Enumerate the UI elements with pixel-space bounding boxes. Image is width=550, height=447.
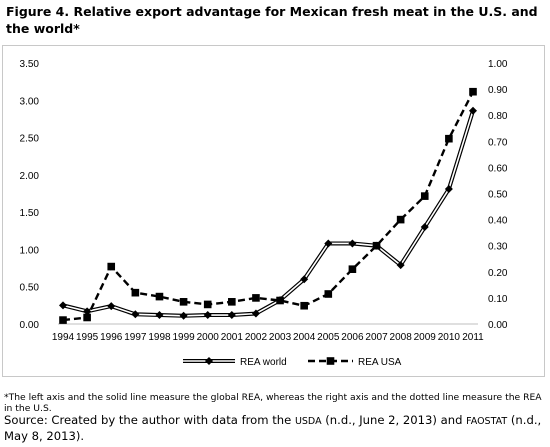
data-point-rea-usa	[155, 292, 164, 301]
y-left-tick-label: 2.00	[20, 171, 40, 182]
data-point-rea-usa	[300, 301, 308, 310]
data-point-rea-world	[59, 301, 67, 310]
x-tick-label: 2005	[317, 332, 340, 343]
data-point-rea-usa	[179, 298, 188, 306]
x-tick-label: 2008	[390, 332, 413, 343]
x-tick-label: 2006	[341, 332, 364, 343]
data-point-rea-world	[324, 239, 333, 248]
data-point-rea-usa	[396, 215, 405, 224]
x-tick-label: 1994	[52, 332, 75, 343]
data-point-rea-usa	[445, 134, 453, 143]
source-faostat: FAOSTAT	[466, 416, 508, 427]
data-point-rea-usa	[131, 288, 140, 297]
y-left-tick-label: 1.50	[20, 208, 40, 219]
data-point-rea-world	[444, 185, 453, 194]
x-tick-label: 2011	[462, 332, 484, 343]
x-tick-label: 1998	[148, 332, 171, 343]
figure-title: Figure 4. Relative export advantage for …	[6, 4, 538, 36]
y-right-tick-label: 0.20	[488, 268, 508, 279]
y-right-tick-label: 0.30	[488, 242, 508, 253]
y-left-tick-label: 0.50	[20, 283, 40, 294]
source-suffix: (n.d., May 8, 2013).	[4, 413, 542, 443]
data-point-rea-usa	[348, 265, 357, 273]
data-point-rea-usa	[228, 298, 236, 306]
figure-footnote: *The left axis and the solid line measur…	[4, 392, 542, 414]
series-line-inner-rea-world	[62, 110, 474, 317]
x-tick-label: 2003	[269, 332, 292, 343]
y-right-tick-label: 0.90	[488, 85, 508, 96]
data-point-rea-usa	[372, 241, 381, 250]
y-left-tick-label: 3.50	[20, 59, 40, 70]
x-tick-label: 2004	[293, 332, 316, 343]
y-left-tick-label: 0.00	[20, 320, 40, 331]
data-point-rea-world	[348, 239, 357, 248]
x-tick-label: 2010	[438, 332, 461, 343]
data-point-rea-usa	[59, 316, 67, 324]
data-point-rea-world	[179, 311, 188, 320]
x-tick-label: 2002	[245, 332, 268, 343]
source-middle: (n.d., June 2, 2013) and	[321, 413, 467, 427]
data-point-rea-usa	[107, 262, 116, 271]
x-tick-label: 2000	[197, 332, 220, 343]
data-point-rea-world	[469, 106, 477, 115]
legend-label-rea-usa: REA USA	[358, 357, 402, 368]
series-line-outer-rea-world	[62, 110, 475, 318]
data-point-rea-world	[107, 302, 116, 311]
legend-marker-rea-usa	[326, 357, 335, 365]
data-point-rea-usa	[203, 300, 212, 309]
data-point-rea-world	[251, 309, 260, 318]
source-prefix: Source: Created by the author with data …	[4, 413, 295, 427]
x-tick-label: 2001	[221, 332, 244, 343]
data-point-rea-world	[227, 311, 236, 320]
y-right-tick-label: 0.70	[488, 137, 508, 148]
x-tick-label: 1999	[172, 332, 195, 343]
x-tick-label: 2009	[414, 332, 437, 343]
x-tick-label: 2007	[365, 332, 388, 343]
y-right-tick-label: 0.00	[488, 320, 508, 331]
data-point-rea-usa	[276, 296, 284, 305]
data-point-rea-world	[300, 275, 309, 284]
data-point-rea-world	[203, 311, 212, 320]
x-tick-label: 1995	[76, 332, 99, 343]
series-line-rea-usa	[62, 91, 475, 322]
y-right-tick-label: 1.00	[488, 59, 508, 70]
legend-label-rea-world: REA world	[240, 357, 287, 368]
y-left-tick-label: 2.50	[20, 134, 40, 145]
data-point-rea-usa	[420, 192, 429, 200]
source-note: Source: Created by the author with data …	[4, 413, 546, 443]
data-point-rea-world	[131, 310, 140, 319]
data-point-rea-world	[396, 261, 405, 270]
data-point-rea-usa	[83, 313, 91, 322]
data-point-rea-usa	[469, 87, 477, 96]
y-left-tick-label: 1.00	[20, 245, 40, 256]
x-tick-label: 1997	[124, 332, 147, 343]
x-tick-label: 1996	[100, 332, 123, 343]
y-right-tick-label: 0.50	[488, 190, 508, 201]
chart-area: 0.00 0.50 1.00 1.50 2.00 2.50 3.00 3.50 0.00 0.10…	[2, 45, 545, 377]
data-point-rea-world	[420, 223, 429, 232]
y-right-tick-label: 0.80	[488, 111, 508, 122]
source-usda: USDA	[294, 416, 322, 427]
y-right-tick-label: 0.60	[488, 163, 508, 174]
y-right-tick-label: 0.10	[488, 294, 508, 305]
data-point-rea-usa	[252, 294, 260, 302]
data-point-rea-world	[155, 311, 164, 320]
line-chart: 0.00 0.50 1.00 1.50 2.00 2.50 3.00 3.50 0.00 0.10…	[20, 59, 508, 368]
data-point-rea-usa	[324, 290, 333, 298]
y-right-tick-label: 0.40	[488, 216, 508, 227]
y-left-tick-label: 3.00	[20, 96, 40, 107]
legend-marker-rea-world	[205, 357, 213, 365]
